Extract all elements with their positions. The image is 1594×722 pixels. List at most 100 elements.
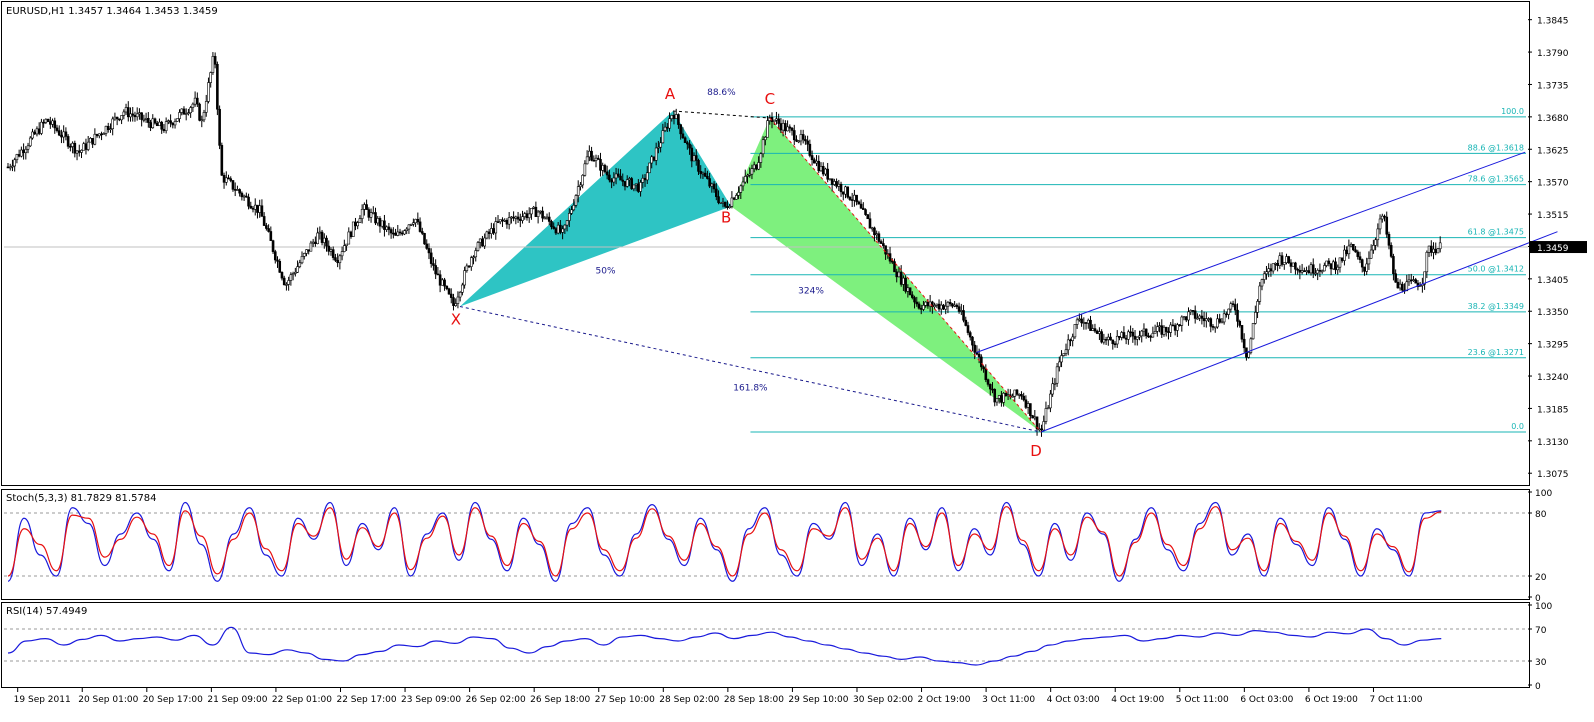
candle-body: [835, 181, 838, 187]
candle-body: [817, 160, 821, 172]
candle-body: [583, 163, 587, 176]
candles: [6, 52, 1442, 437]
candle-body: [601, 165, 605, 171]
candle-body: [207, 82, 210, 102]
candle-body: [91, 138, 94, 145]
candle-body: [1233, 304, 1237, 311]
candle-body: [919, 307, 923, 310]
candle-body: [1200, 315, 1204, 319]
candle-body: [42, 121, 45, 124]
price-tick-label: 1.3295: [1537, 341, 1569, 351]
candle-body: [1354, 249, 1357, 253]
candle-body: [588, 150, 591, 158]
candle-body: [153, 118, 157, 124]
candle-body: [821, 165, 825, 175]
candle-body: [1311, 264, 1315, 274]
candle-body: [296, 266, 299, 273]
candle-body: [826, 168, 829, 180]
candle-body: [262, 216, 266, 226]
candle-body: [452, 297, 455, 306]
time-tick-label: 5 Oct 11:00: [1176, 695, 1229, 705]
candle-body: [960, 310, 963, 312]
candle-body: [461, 284, 464, 293]
candle-body: [596, 157, 600, 160]
candle-body: [229, 178, 233, 181]
candle-body: [670, 115, 674, 119]
candle-body: [343, 245, 346, 252]
candle-body: [1434, 248, 1438, 254]
candle-body: [710, 183, 714, 187]
candle-body: [1343, 249, 1346, 261]
candle-body: [218, 108, 221, 146]
candle-body: [407, 224, 411, 230]
osc-tick-label: 30: [1535, 658, 1547, 668]
candle-body: [712, 183, 716, 190]
candle-body: [859, 203, 863, 209]
candle-body: [1380, 215, 1384, 220]
candle-body: [971, 336, 974, 346]
candle-body: [1387, 233, 1391, 246]
candle-body: [904, 277, 907, 292]
candle-body: [449, 293, 453, 298]
time-tick-label: 4 Oct 03:00: [1047, 695, 1100, 705]
candle-body: [1066, 339, 1070, 351]
candle-body: [487, 231, 491, 234]
candle-body: [198, 103, 201, 121]
candle-body: [28, 137, 32, 147]
candle-body: [1131, 331, 1135, 337]
candle-body: [483, 237, 486, 247]
candle-body: [507, 217, 511, 225]
candle-body: [786, 126, 789, 132]
candle-body: [1100, 331, 1103, 343]
candle-body: [706, 175, 709, 179]
time-tick-label: 3 Oct 11:00: [982, 695, 1035, 705]
candle-body: [1069, 339, 1072, 342]
candle-body: [175, 118, 179, 122]
candle-body: [162, 128, 166, 131]
candle-body: [351, 221, 355, 237]
candle-body: [732, 197, 736, 200]
candle-body: [345, 243, 348, 246]
candle-body: [634, 183, 638, 186]
candle-body: [1269, 268, 1273, 272]
candle-body: [1436, 248, 1440, 254]
candle-body: [837, 183, 841, 187]
candle-body: [8, 166, 12, 169]
candle-body: [1075, 319, 1079, 325]
candle-body: [846, 186, 850, 198]
candle-body: [189, 107, 192, 114]
candle-body: [1169, 324, 1172, 333]
candle-body: [441, 279, 444, 286]
candle-body: [737, 192, 740, 196]
price-tick-label: 1.3075: [1537, 470, 1569, 480]
candle-body: [654, 147, 658, 161]
candle-body: [55, 127, 59, 131]
candle-body: [1138, 335, 1141, 338]
candle-body: [73, 142, 77, 154]
candle-body: [383, 220, 386, 230]
time-tick-label: 28 Sep 18:00: [724, 695, 784, 705]
candle-body: [233, 189, 237, 191]
candle-body: [20, 149, 23, 157]
candle-body: [1356, 251, 1360, 257]
candle-body: [224, 177, 228, 183]
candle-body: [1093, 328, 1097, 332]
candle-body: [458, 292, 462, 298]
candle-body: [1071, 336, 1074, 341]
osc-tick-label: 70: [1535, 626, 1547, 636]
candle-body: [1084, 322, 1088, 324]
candle-body: [100, 133, 103, 136]
candle-body: [251, 207, 255, 210]
candle-body: [24, 148, 28, 154]
candle-body: [637, 183, 640, 192]
candle-body: [436, 273, 440, 276]
stoch-panel-title: Stoch(5,3,3) 81.7829 81.5784: [6, 493, 157, 504]
candle-body: [955, 304, 959, 307]
candle-body: [1338, 257, 1342, 268]
candle-body: [565, 220, 569, 226]
candle-body: [1336, 266, 1340, 271]
price-tick-label: 1.3790: [1537, 49, 1569, 59]
candle-body: [1164, 326, 1168, 332]
candle-body: [550, 221, 553, 228]
